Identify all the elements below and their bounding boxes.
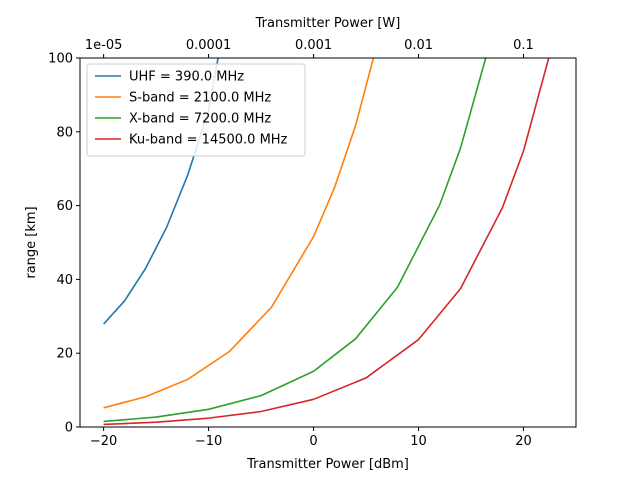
y-axis-label: range [km] <box>24 206 39 278</box>
x2-tick-label-2: 0.001 <box>295 38 332 53</box>
x2-tick-label-3: 0.01 <box>404 38 433 53</box>
legend-entry-3: Ku-band = 14500.0 MHz <box>129 133 288 148</box>
series-line-3 <box>103 58 550 426</box>
x2-tick-label-4: 0.1 <box>513 38 534 53</box>
y-tick-label-3: 60 <box>56 199 73 214</box>
plot-area-frame <box>79 57 577 428</box>
legend-entry-0: UHF = 390.0 MHz <box>129 70 244 85</box>
x-tick-label-0: −20 <box>90 434 117 449</box>
x-tick-label-4: 20 <box>515 434 532 449</box>
x2-tick-label-0: 1e-05 <box>85 38 123 53</box>
series-line-2 <box>103 58 487 423</box>
x-axis-label: Transmitter Power [dBm] <box>246 457 409 472</box>
legend-entry-1: S-band = 2100.0 MHz <box>129 91 271 106</box>
ticks-layer: −20 −10 0 10 20 0 20 40 60 80 100 1e-05 0.0001 0.001 0… <box>48 38 534 449</box>
x2-axis-label: Transmitter Power [W] <box>255 16 401 31</box>
y-tick-label-2: 40 <box>56 273 73 288</box>
series-line-1 <box>103 58 375 409</box>
x-tick-label-3: 10 <box>410 434 427 449</box>
y-tick-label-4: 80 <box>56 125 73 140</box>
y-tick-label-5: 100 <box>48 52 73 67</box>
y-tick-label-1: 20 <box>56 347 73 362</box>
legend-box <box>86 63 306 157</box>
legend: UHF = 390.0 MHz S-band = 2100.0 MHz X-band… <box>86 63 306 157</box>
x-tick-label-2: 0 <box>309 434 317 449</box>
x2-tick-label-1: 0.0001 <box>186 38 232 53</box>
x-tick-label-1: −10 <box>195 434 222 449</box>
y-tick-label-0: 0 <box>65 421 73 436</box>
legend-entry-2: X-band = 7200.0 MHz <box>129 112 271 127</box>
